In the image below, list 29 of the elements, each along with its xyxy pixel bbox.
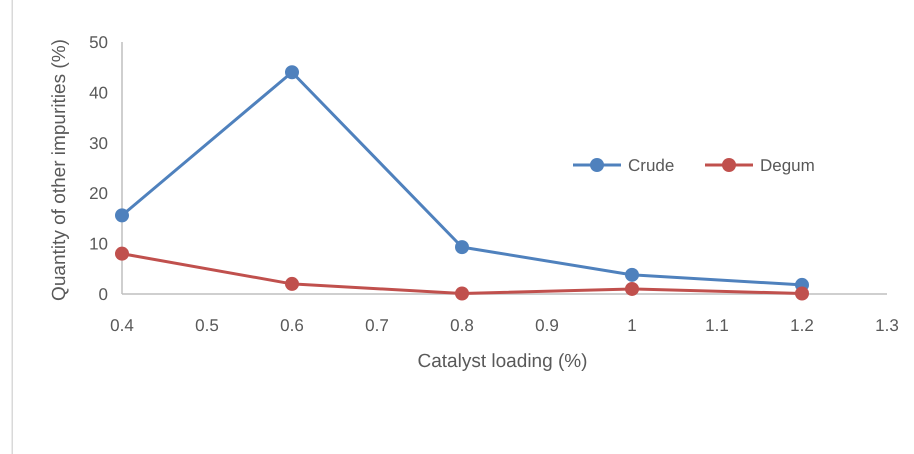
x-axis-title: Catalyst loading (%) [417, 351, 588, 372]
x-tick-label: 0.5 [195, 316, 219, 335]
y-tick-label: 40 [89, 83, 108, 102]
y-tick-label: 0 [98, 285, 108, 304]
x-tick-label: 0.7 [365, 316, 389, 335]
point [115, 208, 129, 222]
point [285, 65, 299, 80]
legend-label: Degum [760, 156, 815, 175]
x-tick-label: 1 [627, 316, 637, 335]
x-tick-label: 1.2 [790, 316, 814, 335]
point [625, 282, 639, 296]
point [455, 286, 469, 300]
point [455, 240, 469, 254]
y-tick-label: 30 [89, 134, 108, 153]
y-tick-label: 10 [89, 234, 108, 254]
y-axis-title: Quantity of other impurities (%) [49, 39, 70, 301]
point [115, 246, 129, 261]
x-tick-label: 0.6 [280, 316, 304, 335]
y-tick-label: 20 [89, 184, 108, 204]
point [285, 276, 299, 291]
point [625, 268, 639, 282]
x-tick-label: 0.9 [535, 316, 559, 335]
y-tick-label: 50 [89, 33, 108, 52]
x-tick-label: 1.3 [875, 316, 899, 335]
x-tick-label: 1.1 [705, 316, 729, 335]
x-tick-label: 0.8 [450, 316, 474, 335]
legend-label: Crude [628, 156, 674, 175]
x-tick-label: 0.4 [110, 316, 134, 335]
point [795, 286, 809, 300]
